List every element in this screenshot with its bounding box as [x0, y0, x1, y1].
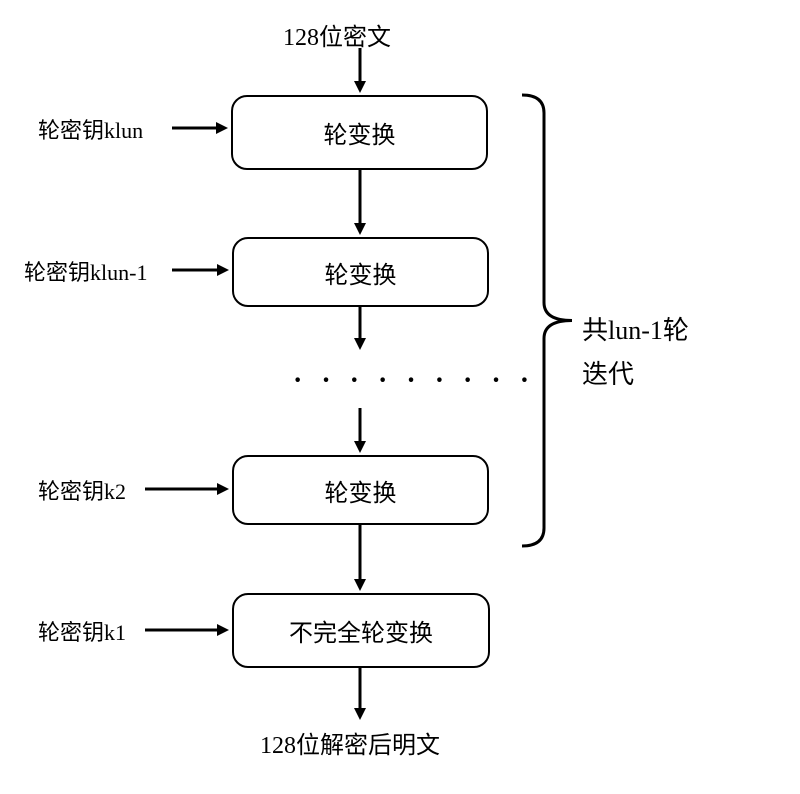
- round-box-3: 轮变换: [232, 455, 489, 525]
- ellipsis: · · · · · · · · ·: [293, 365, 535, 397]
- key-label-3: 轮密钥k2: [38, 474, 126, 506]
- iteration-text-2: 迭代: [582, 354, 634, 391]
- round-box-3-label: 轮变换: [325, 473, 397, 508]
- key-label-1: 轮密钥klun: [38, 113, 143, 145]
- round-box-4: 不完全轮变换: [232, 593, 490, 668]
- key-label-2: 轮密钥klun-1: [24, 255, 147, 287]
- round-box-2: 轮变换: [232, 237, 489, 307]
- round-box-1-label: 轮变换: [324, 115, 396, 150]
- input-label: 128位密文: [283, 17, 391, 52]
- iteration-text-1: 共lun-1轮: [582, 310, 689, 347]
- round-box-1: 轮变换: [231, 95, 488, 170]
- round-box-4-label: 不完全轮变换: [289, 613, 433, 648]
- key-label-4: 轮密钥k1: [38, 615, 126, 647]
- output-label: 128位解密后明文: [260, 725, 440, 760]
- round-box-2-label: 轮变换: [325, 255, 397, 290]
